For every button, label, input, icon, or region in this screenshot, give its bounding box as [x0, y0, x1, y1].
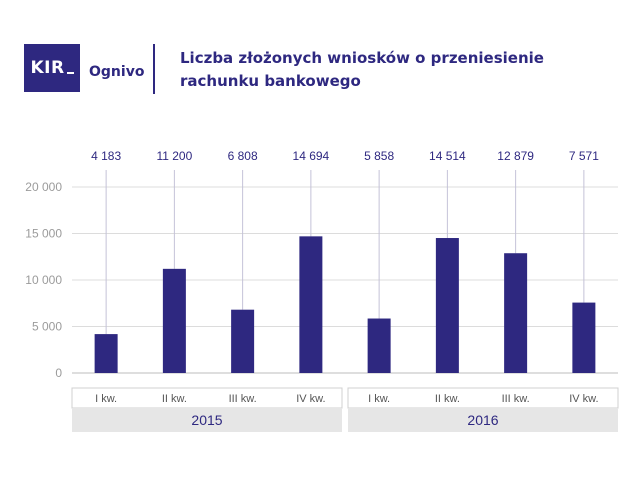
page-title: Liczba złożonych wniosków o przeniesieni… [180, 47, 560, 93]
bar [435, 238, 459, 373]
title-line-1: Liczba złożonych wniosków o przeniesieni… [180, 49, 544, 67]
x-tick-label: IV kw. [296, 393, 325, 405]
data-label: 4 183 [91, 149, 121, 163]
brand-name: Ognivo [89, 64, 145, 80]
kir-logo-text: KIR [30, 58, 65, 78]
bar [572, 302, 596, 373]
data-label: 6 808 [228, 149, 258, 163]
bar [94, 334, 118, 373]
x-tick-label: II kw. [435, 393, 460, 405]
bar [367, 318, 391, 373]
header-divider [153, 44, 155, 94]
y-tick-label: 0 [55, 366, 62, 380]
bar [299, 236, 323, 373]
x-tick-label: II kw. [162, 393, 187, 405]
data-label: 12 879 [497, 149, 534, 163]
kir-logo: KIR [24, 44, 80, 92]
year-label: 2016 [467, 412, 498, 428]
y-tick-label: 15 000 [25, 227, 62, 241]
data-label: 7 571 [569, 149, 599, 163]
y-tick-label: 10 000 [25, 273, 62, 287]
x-tick-label: IV kw. [569, 393, 598, 405]
data-label: 14 694 [293, 149, 330, 163]
x-tick-label: I kw. [368, 393, 390, 405]
title-line-2: rachunku bankowego [180, 72, 361, 90]
bar [231, 309, 255, 373]
data-label: 11 200 [156, 149, 192, 163]
kir-logo-underscore [66, 72, 74, 74]
y-tick-label: 20 000 [25, 180, 62, 194]
y-tick-label: 5 000 [32, 320, 62, 334]
x-tick-label: III kw. [502, 393, 530, 405]
x-tick-label: III kw. [229, 393, 257, 405]
bar [504, 253, 528, 373]
data-label: 5 858 [364, 149, 394, 163]
year-band [72, 408, 342, 432]
year-band [348, 408, 618, 432]
year-label: 2015 [191, 412, 222, 428]
x-tick-label: I kw. [95, 393, 117, 405]
bar [162, 268, 186, 373]
data-label: 14 514 [429, 149, 466, 163]
